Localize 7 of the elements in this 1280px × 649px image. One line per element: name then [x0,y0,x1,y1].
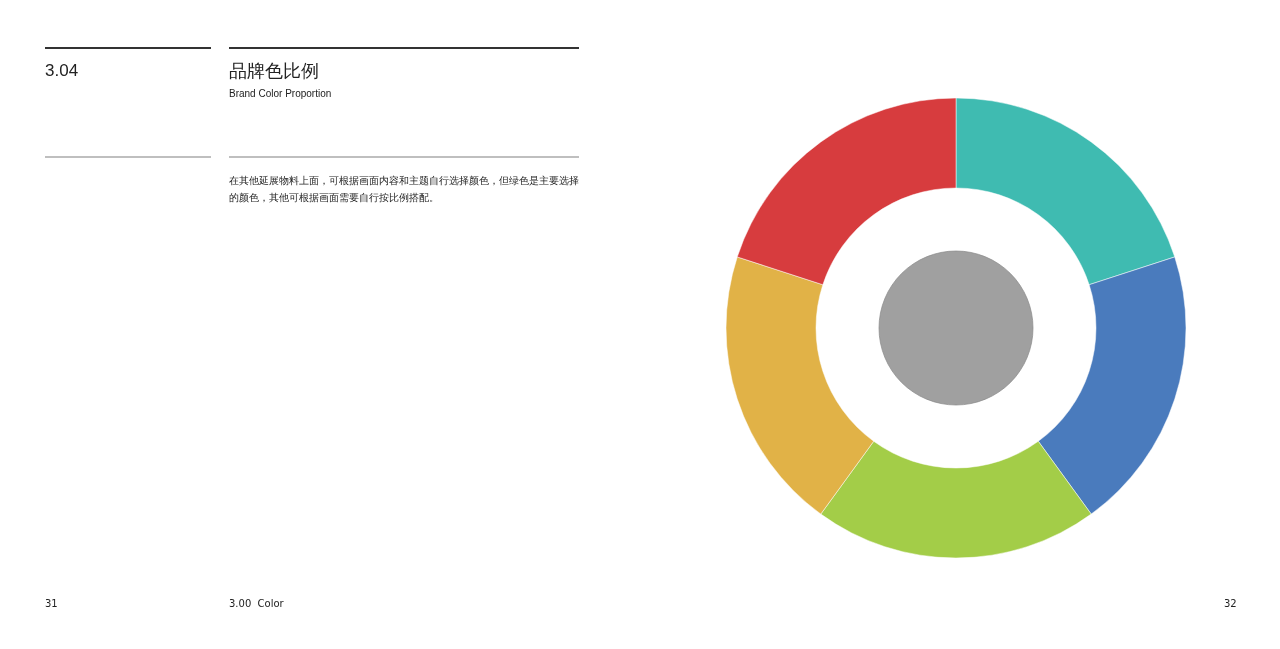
text: 3.00 Color [229,598,284,609]
text: 3.04 [45,61,79,81]
text: Brand Color Proportion [229,88,332,99]
text: 在其他延展物料上面，可根据画面内容和主题自行选择颜色，但绿色是主要选择的颜色，其他可根据画面需要自行按比例搭配。 [229,174,580,205]
text: 31 [45,598,58,609]
text: 品牌色比例 [229,59,319,83]
text: 32 [1224,598,1237,609]
